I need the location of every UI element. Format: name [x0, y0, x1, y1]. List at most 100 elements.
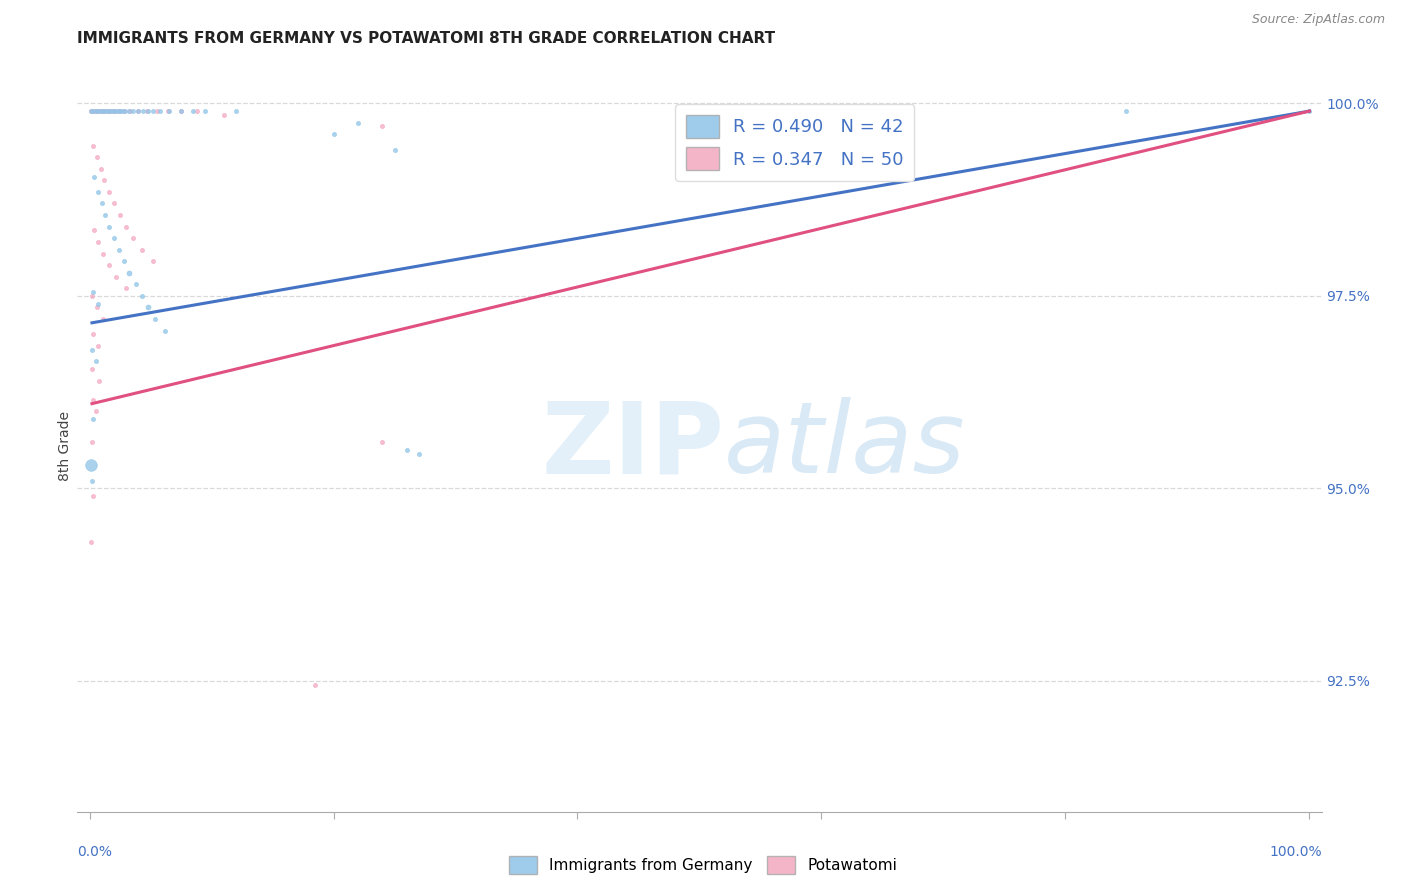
Point [91, 104, 114, 119]
Point [108, 104, 131, 119]
Point [97, 104, 120, 119]
Point [89, 161, 111, 176]
Point [103, 196, 125, 211]
Point [122, 231, 145, 245]
Point [181, 104, 204, 119]
Point [142, 254, 165, 268]
Point [131, 289, 153, 303]
Point [170, 104, 193, 119]
Point [156, 104, 179, 119]
Point [127, 104, 149, 119]
Point [82, 104, 104, 119]
Point [80, 458, 103, 473]
Point [194, 104, 217, 119]
Point [84, 354, 107, 368]
Point [125, 277, 148, 292]
Point [225, 104, 247, 119]
Point [87, 235, 110, 249]
Point [94, 208, 117, 222]
Point [105, 269, 128, 284]
Point [82, 138, 104, 153]
Point [80, 362, 103, 376]
Point [408, 447, 430, 461]
Point [97, 104, 120, 119]
Point [114, 104, 136, 119]
Point [136, 301, 159, 315]
Point [91, 104, 114, 119]
Point [86, 301, 108, 315]
Point [108, 104, 131, 119]
Point [104, 104, 127, 119]
Point [98, 104, 121, 119]
Point [82, 489, 104, 503]
Point [347, 115, 370, 129]
Point [87, 296, 110, 310]
Point [80, 435, 103, 450]
Point [82, 392, 104, 407]
Point [83, 169, 105, 184]
Point [98, 185, 121, 199]
Point [115, 281, 138, 295]
Point [108, 243, 131, 257]
Point [131, 243, 153, 257]
Point [115, 219, 138, 234]
Point [142, 104, 165, 119]
Text: 0.0%: 0.0% [77, 845, 112, 859]
Point [1298, 104, 1320, 119]
Text: Source: ZipAtlas.com: Source: ZipAtlas.com [1251, 13, 1385, 27]
Legend: R = 0.490   N = 42, R = 0.347   N = 50: R = 0.490 N = 42, R = 0.347 N = 50 [675, 104, 914, 181]
Point [112, 104, 135, 119]
Point [94, 104, 117, 119]
Point [82, 104, 104, 119]
Point [98, 258, 121, 272]
Point [111, 104, 134, 119]
Point [89, 104, 111, 119]
Point [145, 312, 167, 326]
Point [103, 231, 125, 245]
Point [170, 104, 193, 119]
Point [371, 435, 394, 450]
Text: 100.0%: 100.0% [1270, 845, 1322, 859]
Point [80, 535, 103, 549]
Point [84, 104, 107, 119]
Point [135, 104, 157, 119]
Point [136, 104, 159, 119]
Point [186, 104, 208, 119]
Text: ZIP: ZIP [541, 398, 724, 494]
Point [82, 285, 104, 299]
Point [80, 474, 103, 488]
Point [145, 104, 167, 119]
Legend: Immigrants from Germany, Potawatomi: Immigrants from Germany, Potawatomi [503, 850, 903, 880]
Point [91, 246, 114, 260]
Point [80, 104, 103, 119]
Point [84, 104, 107, 119]
Point [304, 678, 326, 692]
Point [104, 104, 127, 119]
Point [87, 104, 110, 119]
Point [80, 289, 103, 303]
Point [83, 223, 105, 237]
Y-axis label: 8th Grade: 8th Grade [58, 411, 72, 481]
Point [101, 104, 124, 119]
Point [117, 104, 139, 119]
Point [384, 143, 406, 157]
Point [94, 104, 117, 119]
Point [1115, 104, 1137, 119]
Point [127, 104, 149, 119]
Point [84, 404, 107, 418]
Point [93, 173, 115, 187]
Point [87, 185, 110, 199]
Point [157, 104, 180, 119]
Point [395, 442, 418, 457]
Point [371, 120, 394, 134]
Point [82, 327, 104, 342]
Point [82, 412, 104, 426]
Point [80, 104, 103, 119]
Point [90, 196, 112, 211]
Text: IMMIGRANTS FROM GERMANY VS POTAWATOMI 8TH GRADE CORRELATION CHART: IMMIGRANTS FROM GERMANY VS POTAWATOMI 8T… [77, 31, 776, 46]
Point [810, 104, 832, 119]
Point [132, 104, 155, 119]
Point [149, 104, 172, 119]
Point [86, 150, 108, 164]
Point [322, 127, 344, 141]
